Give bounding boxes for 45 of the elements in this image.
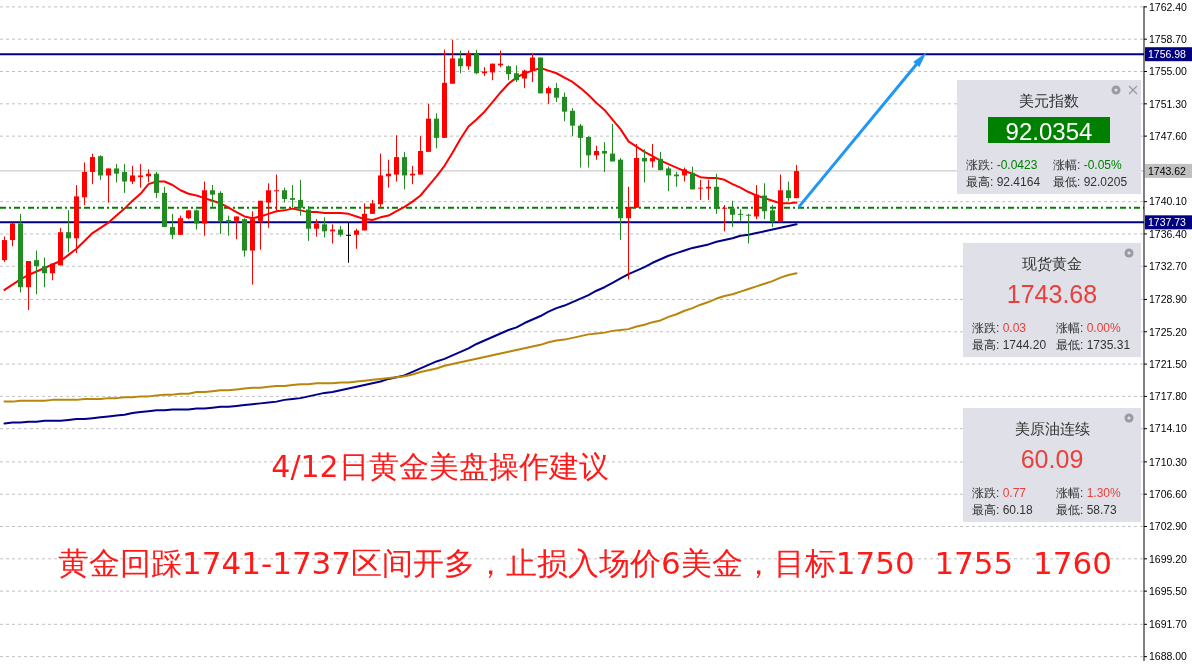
text: 美元指数 [1019,92,1079,110]
y-tick-label: 1717.80 [1149,390,1188,403]
y-tick-label: 1706.60 [1149,487,1188,500]
text: 美原油连续 [1014,420,1090,438]
y-tick-label: 1736.40 [1149,227,1188,240]
y-tick-label: 1688.00 [1149,650,1188,663]
y-tick-label: 1728.90 [1149,293,1188,306]
ref-line-label: 1737.73 [1145,215,1192,230]
y-tick-label: 1762.40 [1149,0,1188,13]
annotation: 4/12日黄金美盘操作建议 [271,449,609,484]
y-tick-label: 1721.50 [1149,357,1188,370]
y-tick-label: 1702.90 [1149,520,1188,533]
text: 最低: 92.0205 [1053,175,1128,189]
text: 最高: 92.4164 [966,175,1041,189]
text: 涨跌: 0.77 [972,486,1027,500]
y-tick-label: 1758.70 [1149,32,1188,45]
value: 60.09 [1020,445,1084,473]
value: 1743.68 [1006,280,1098,308]
text: 涨幅: -0.05% [1053,158,1123,172]
text: 涨幅: 1.30% [1056,486,1122,500]
annotation: 黄金回踩1741-1737区间开多，止损入场价6美金，目标1750 1755 1760 [58,545,1112,581]
y-tick-label: 1755.00 [1149,65,1188,78]
value: 92.0354 [988,117,1110,145]
ref-line-label: 1743.62 [1148,164,1187,177]
y-tick-label: 1710.30 [1149,455,1188,468]
y-tick-label: 1732.70 [1149,260,1188,273]
y-tick-label: 1747.60 [1149,129,1188,142]
y-tick-label: 1740.10 [1149,195,1188,208]
y-tick-label: 1695.50 [1149,584,1188,597]
ref-line-label: 1756.98 [1145,47,1192,62]
y-tick-label: 1751.30 [1149,97,1188,110]
text: 涨跌: -0.0423 [966,158,1038,172]
y-tick-label: 1699.20 [1149,552,1188,565]
text: 现货黄金 [1022,255,1082,273]
text: 最低: 58.73 [1056,503,1118,517]
text: 涨幅: 0.00% [1056,321,1122,335]
y-tick-label: 1725.20 [1149,325,1188,338]
y-tick-label: 1714.10 [1149,422,1188,435]
y-tick-label: 1691.70 [1149,618,1188,631]
ref-line-label: 1737.73 [1148,216,1187,229]
text: 最高: 60.18 [972,503,1034,517]
text: 涨跌: 0.03 [972,321,1027,335]
text: 最低: 1735.31 [1056,338,1131,352]
text: 最高: 1744.20 [972,338,1047,352]
ref-line-label: 1756.98 [1148,48,1187,61]
